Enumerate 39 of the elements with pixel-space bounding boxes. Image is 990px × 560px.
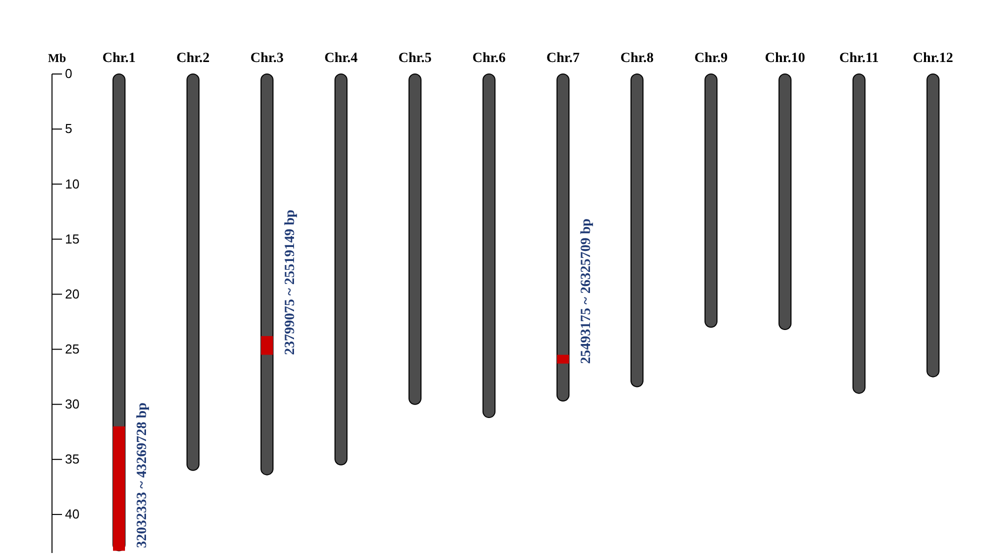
- bar: [482, 74, 496, 418]
- bar: [778, 74, 792, 330]
- x-tick-label: Chr.7: [546, 51, 580, 66]
- x-tick-label: Chr.10: [764, 51, 806, 66]
- x-tick-label: Chr.4: [324, 51, 358, 66]
- y-tick-label: 0: [65, 66, 72, 82]
- bar: [113, 426, 125, 551]
- x-tick-label: Chr.11: [839, 51, 879, 66]
- y-tick-label: 20: [65, 286, 80, 302]
- y-tick-label: 40: [65, 506, 80, 522]
- y-axis-title: Mb: [48, 51, 66, 65]
- x-tick-label: Chr.2: [176, 51, 210, 66]
- bar: [556, 74, 570, 402]
- bar: [630, 74, 644, 388]
- bar: [186, 74, 200, 471]
- annotation: 25493175 ~ 26325709 bp: [578, 218, 594, 364]
- bar: [408, 74, 422, 405]
- annotation: 23799075 ~ 25519149 bp: [282, 209, 298, 356]
- x-tick-label: Chr.5: [398, 51, 432, 66]
- x-tick-label: Chr.1: [102, 51, 136, 66]
- x-tick-label: Chr.3: [250, 51, 284, 66]
- x-tick-label: Chr.9: [694, 51, 728, 66]
- bar: [334, 74, 348, 466]
- y-tick-label: 35: [65, 452, 80, 467]
- x-tick-label: Chr.6: [472, 51, 506, 66]
- bar: [260, 74, 274, 476]
- annotation: 32032333 ~ 43269728 bp: [134, 402, 150, 548]
- x-tick-label: Chr.8: [620, 51, 654, 66]
- y-tick-label: 5: [65, 121, 72, 136]
- bar: [852, 74, 866, 394]
- y-tick-label: 30: [65, 396, 80, 412]
- bar: [261, 336, 273, 355]
- y-tick-label: 15: [65, 231, 80, 246]
- y-tick-label: 25: [65, 341, 80, 356]
- y-tick-label: 10: [65, 176, 80, 192]
- x-tick-label: Chr.12: [912, 51, 954, 66]
- bar: [926, 74, 940, 378]
- bar: [704, 74, 718, 328]
- bar: [557, 354, 569, 364]
